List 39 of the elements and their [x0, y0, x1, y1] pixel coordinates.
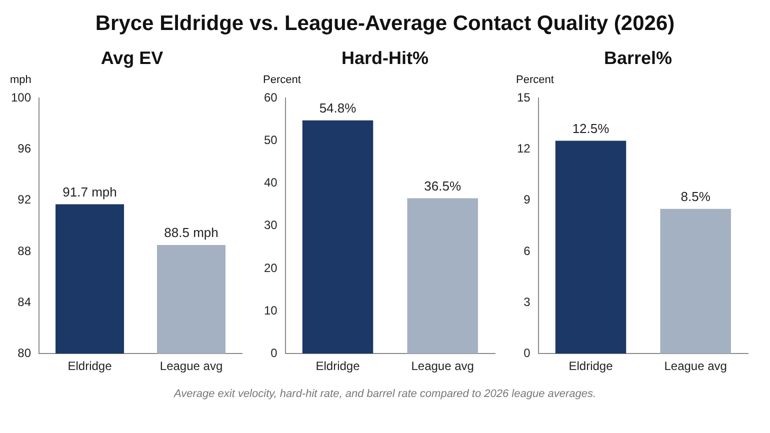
y-tick-label: 15 [516, 90, 531, 105]
data-label: 12.5% [572, 120, 610, 136]
y-tick-label: 100 [10, 90, 32, 105]
x-tick-label: Eldridge [316, 359, 360, 374]
y-tick-label: 96 [18, 142, 32, 156]
data-label: 36.5% [424, 178, 462, 194]
x-tick-label: League avg [411, 359, 474, 374]
y-tick-label: 80 [18, 346, 32, 360]
x-tick-label: League avg [664, 359, 727, 374]
text: Average exit velocity, hard-hit rate, and barrel rate compared to 2026 league averages. [172, 388, 598, 400]
y-tick-label: 9 [524, 192, 531, 207]
y-tick-label: 0 [270, 346, 278, 360]
y-tick-label: 3 [524, 294, 531, 309]
data-label: 8.5% [680, 188, 711, 204]
y-tick-label: 92 [18, 192, 32, 207]
y-tick-label: 12 [516, 142, 531, 156]
chart-title: Avg EV [100, 48, 164, 70]
chart-title: Hard-Hit% [340, 48, 430, 70]
chart-title: Barrel% [602, 48, 674, 70]
data-label: 91.7 mph [62, 184, 117, 200]
y-tick-label: 40 [264, 176, 278, 190]
y-tick-label: 30 [264, 218, 278, 232]
y-tick-label: 0 [524, 346, 531, 360]
y-tick-label: 50 [264, 133, 278, 148]
y-axis-title: mph [9, 74, 32, 88]
x-tick-label: League avg [160, 359, 223, 374]
y-tick-label: 84 [18, 294, 32, 309]
x-tick-label: Eldridge [68, 359, 112, 374]
y-tick-label: 60 [264, 90, 278, 105]
data-label: 54.8% [319, 100, 357, 116]
y-tick-label: 6 [524, 244, 531, 258]
y-axis-title: Percent [262, 74, 302, 88]
y-tick-label: 10 [264, 303, 278, 318]
text: Bryce Eldridge vs. League-Average Contact Quality (2026) [94, 11, 676, 37]
y-tick-label: 88 [18, 244, 32, 258]
data-label: 88.5 mph [164, 225, 218, 240]
x-tick-label: Eldridge [568, 359, 614, 374]
y-tick-label: 20 [264, 260, 278, 275]
y-axis-title: Percent [515, 74, 555, 88]
